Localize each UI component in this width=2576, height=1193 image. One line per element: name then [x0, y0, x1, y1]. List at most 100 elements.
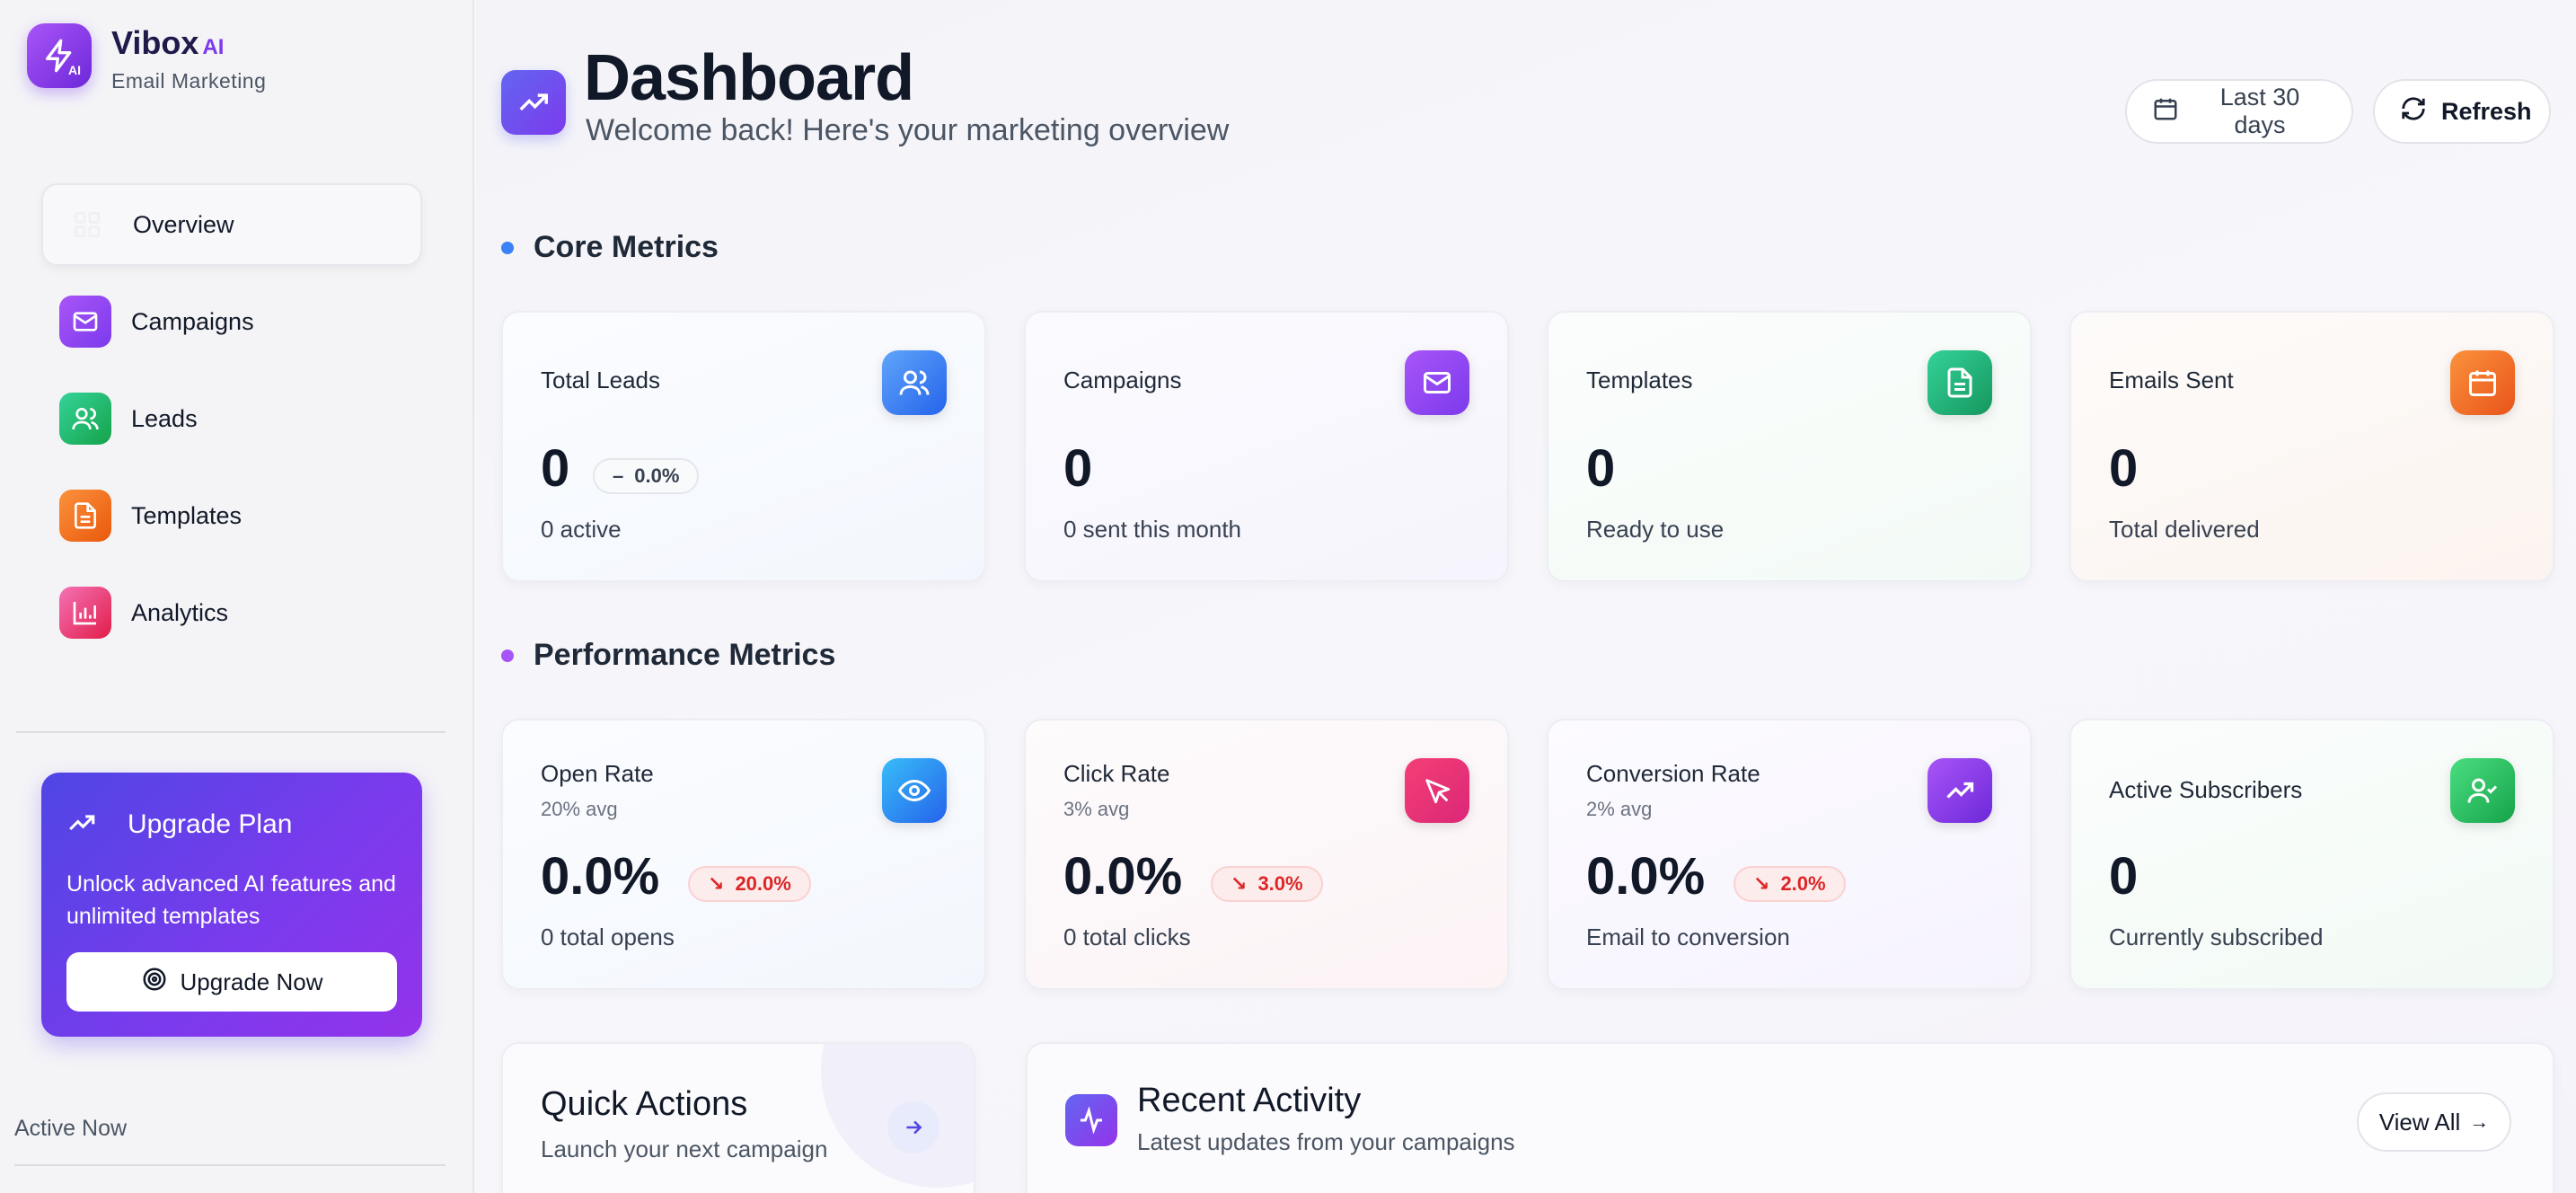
metric-sublabel: 3% avg [1063, 798, 1130, 820]
metric-value: 0 [2109, 439, 2139, 498]
refresh-icon [2400, 95, 2427, 128]
sidebar-item-templates[interactable]: Templates [41, 474, 422, 557]
metric-card-campaigns[interactable]: Campaigns 0 0 sent this month [1024, 311, 1509, 582]
bar-chart-icon [59, 587, 111, 639]
sidebar-divider [16, 731, 446, 733]
change-badge-value: 2.0% [1780, 872, 1826, 895]
recent-activity-title: Recent Activity [1137, 1082, 1362, 1119]
refresh-label: Refresh [2441, 97, 2532, 125]
change-badge-value: 20.0% [735, 872, 791, 895]
date-range-button[interactable]: Last 30 days [2125, 79, 2353, 144]
lightning-logo-icon: AI [27, 23, 92, 88]
metric-description: Ready to use [1586, 516, 1725, 543]
change-badge: ↘ 3.0% [1211, 866, 1323, 902]
metric-card-total-leads[interactable]: Total Leads 0 – 0.0% 0 active [501, 311, 986, 582]
metric-card-active-subscribers[interactable]: Active Subscribers 0 Currently subscribe… [2069, 719, 2554, 990]
metric-label: Open Rate [541, 760, 654, 787]
minus-icon: – [613, 464, 624, 487]
metric-description: 0 total clicks [1063, 923, 1191, 950]
upgrade-text: Unlock advanced AI features and unlimite… [66, 871, 396, 929]
metric-description: 0 total opens [541, 923, 675, 950]
metric-label: Templates [1586, 367, 1693, 393]
brand-name: Vibox AI [111, 23, 266, 67]
quick-actions-subtitle: Launch your next campaign [541, 1136, 828, 1162]
view-all-button[interactable]: View All → [2357, 1092, 2511, 1152]
brand-ai: AI [202, 35, 225, 59]
sidebar-item-label: Templates [131, 501, 243, 529]
performance-metrics-heading: Performance Metrics [501, 638, 835, 673]
document-icon [1928, 350, 1992, 415]
eye-icon [882, 758, 947, 823]
metric-value: 0 [1586, 439, 1616, 498]
upgrade-title: Upgrade Plan [128, 809, 293, 839]
metric-card-conversion-rate[interactable]: Conversion Rate 2% avg 0.0% ↘ 2.0% Email… [1547, 719, 2032, 990]
recent-activity-panel: Recent Activity Latest updates from your… [1026, 1042, 2554, 1193]
grid-icon [61, 199, 113, 251]
metric-label: Active Subscribers [2109, 776, 2303, 803]
trending-up-icon [66, 808, 97, 843]
active-now-label: Active Now [14, 1116, 128, 1141]
upgrade-card: Upgrade Plan Unlock advanced AI features… [41, 773, 422, 1037]
cursor-icon [1405, 758, 1469, 823]
sidebar-item-analytics[interactable]: Analytics [41, 571, 422, 654]
metric-value: 0 [2109, 847, 2139, 906]
users-icon [882, 350, 947, 415]
metric-value: 0 [541, 439, 570, 498]
metric-value: 0.0% [541, 847, 660, 906]
sidebar-item-campaigns[interactable]: Campaigns [41, 280, 422, 363]
brand-subtitle: Email Marketing [111, 69, 267, 93]
metric-label: Click Rate [1063, 760, 1170, 787]
trending-down-icon: ↘ [1231, 872, 1248, 895]
change-badge-value: 3.0% [1257, 872, 1303, 895]
brand-name-text: Vibox [111, 24, 199, 61]
metric-sublabel: 20% avg [541, 798, 618, 820]
metric-card-open-rate[interactable]: Open Rate 20% avg 0.0% ↘ 20.0% 0 total o… [501, 719, 986, 990]
metric-label: Total Leads [541, 367, 660, 393]
metric-value: 0 [1063, 439, 1093, 498]
users-icon [59, 393, 111, 445]
trending-down-icon: ↘ [1753, 872, 1770, 895]
change-badge-value: 0.0% [634, 464, 680, 487]
metric-description: Total delivered [2109, 516, 2260, 543]
upgrade-now-button[interactable]: Upgrade Now [66, 952, 397, 1012]
change-badge: – 0.0% [593, 458, 700, 494]
mail-icon [59, 296, 111, 348]
metric-label: Emails Sent [2109, 367, 2234, 393]
metric-card-emails-sent[interactable]: Emails Sent 0 Total delivered [2069, 311, 2554, 582]
metric-description: 0 sent this month [1063, 516, 1241, 543]
sidebar-item-overview[interactable]: Overview [41, 183, 422, 266]
upgrade-now-label: Upgrade Now [180, 968, 323, 995]
brand[interactable]: AI Vibox AI Email Marketing [27, 23, 266, 93]
quick-actions-panel: Quick Actions Launch your next campaign [501, 1042, 975, 1193]
quick-actions-title: Quick Actions [541, 1085, 748, 1123]
metric-value: 0.0% [1063, 847, 1183, 906]
core-metrics-heading: Core Metrics [501, 230, 719, 265]
sidebar-item-leads[interactable]: Leads [41, 377, 422, 460]
metric-description: Currently subscribed [2109, 923, 2324, 950]
target-icon [141, 966, 168, 999]
trending-up-icon [1928, 758, 1992, 823]
mail-icon [1405, 350, 1469, 415]
metric-card-templates[interactable]: Templates 0 Ready to use [1547, 311, 2032, 582]
arrow-right-icon[interactable] [887, 1101, 940, 1153]
metric-card-click-rate[interactable]: Click Rate 3% avg 0.0% ↘ 3.0% 0 total cl… [1024, 719, 1509, 990]
section-dot [501, 241, 514, 254]
main-content: Dashboard Welcome back! Here's your mark… [476, 0, 2576, 1193]
page-title: Dashboard [584, 42, 914, 114]
trending-up-icon [501, 70, 566, 135]
sidebar-divider-bottom [14, 1164, 446, 1166]
recent-activity-subtitle: Latest updates from your campaigns [1137, 1128, 1515, 1155]
core-metrics-title: Core Metrics [534, 230, 719, 264]
change-badge: ↘ 20.0% [688, 866, 811, 902]
trending-down-icon: ↘ [708, 872, 725, 895]
sidebar: AI Vibox AI Email Marketing Overview Camp… [0, 0, 474, 1193]
sidebar-item-label: Analytics [131, 598, 229, 626]
page-subtitle: Welcome back! Here's your marketing over… [586, 113, 1230, 147]
metric-value: 0.0% [1586, 847, 1706, 906]
change-badge: ↘ 2.0% [1734, 866, 1846, 902]
sidebar-item-label: Leads [131, 404, 198, 432]
calendar-icon [2152, 95, 2179, 128]
activity-icon [1065, 1094, 1117, 1146]
date-range-label: Last 30 days [2219, 84, 2300, 138]
refresh-button[interactable]: Refresh [2373, 79, 2551, 144]
